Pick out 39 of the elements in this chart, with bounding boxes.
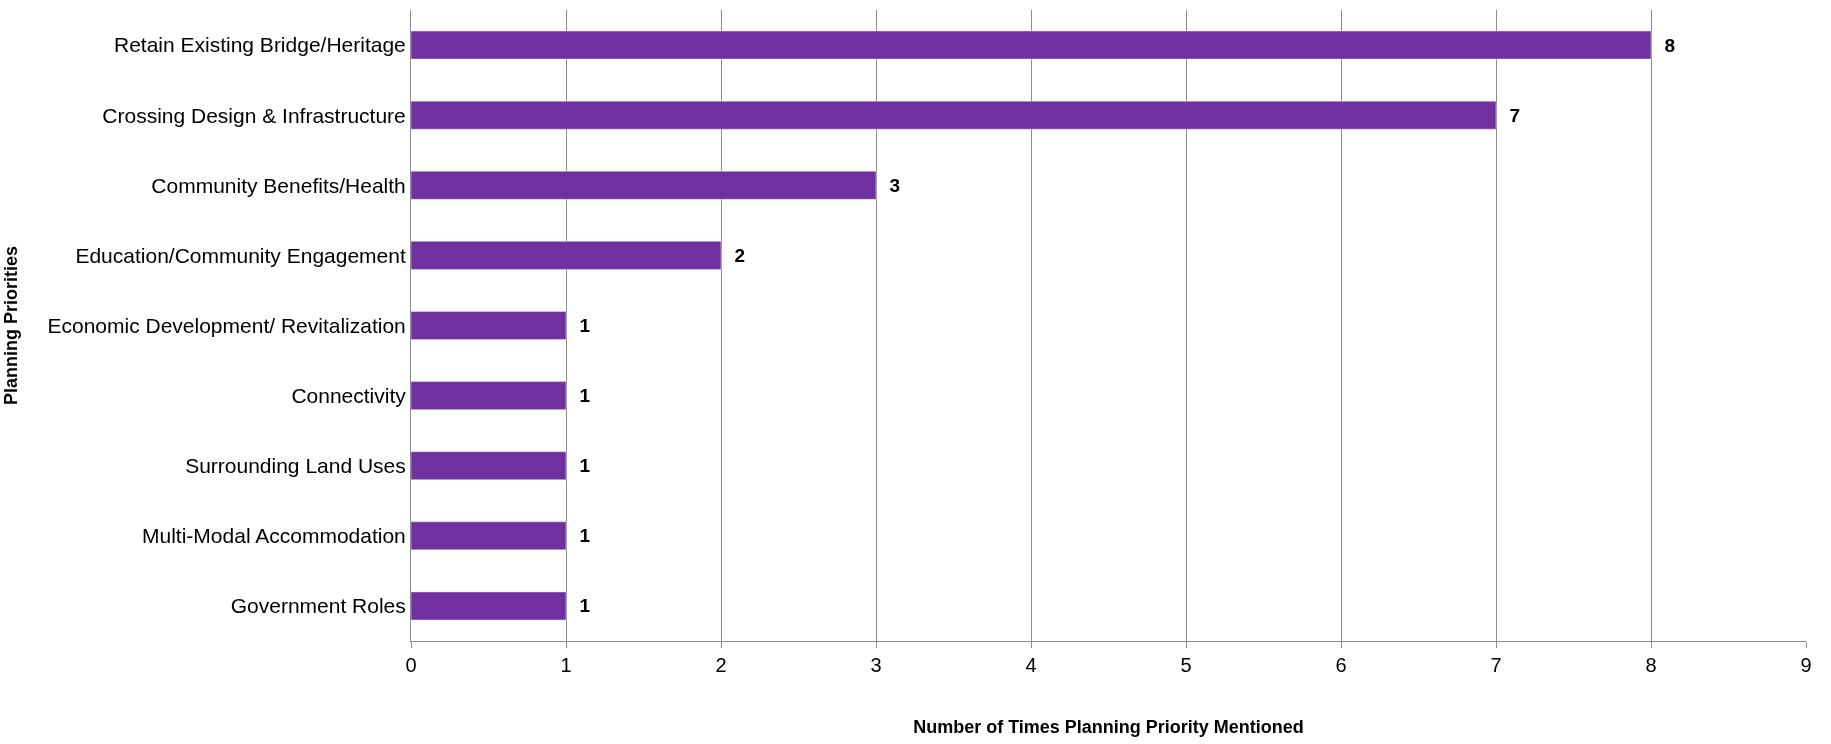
y-tick-label: Education/Community Engagement — [75, 243, 406, 267]
x-tick-label: 9 — [1800, 654, 1812, 676]
y-tick-label: Connectivity — [291, 383, 407, 407]
x-tick-label: 0 — [405, 654, 417, 676]
bar — [411, 311, 567, 340]
y-tick-label: Government Roles — [230, 594, 406, 618]
y-tick-label: Crossing Design & Infrastructure — [102, 103, 406, 127]
x-tick-label: 6 — [1335, 654, 1347, 676]
y-tick-label: Multi-Modal Accommodation — [142, 524, 406, 548]
x-tick-label: 7 — [1490, 654, 1502, 676]
y-tick-label: Retain Existing Bridge/Heritage — [113, 33, 406, 57]
bar — [411, 381, 567, 410]
x-axis-title: Number of Times Planning Priority Mentioned — [913, 717, 1304, 738]
data-label: 1 — [569, 525, 591, 547]
bar — [411, 241, 722, 270]
bar — [411, 591, 567, 621]
bar — [411, 30, 1652, 60]
x-tick-label: 1 — [560, 654, 572, 676]
data-label: 7 — [1499, 104, 1521, 126]
data-label: 2 — [724, 244, 746, 266]
data-label: 1 — [569, 385, 591, 407]
bar — [411, 100, 1497, 130]
x-tick-label: 5 — [1180, 654, 1192, 676]
x-tick-label: 8 — [1645, 654, 1657, 676]
bar — [411, 451, 567, 480]
data-label: 8 — [1654, 34, 1676, 56]
data-label: 3 — [879, 174, 901, 196]
x-tick-label: 3 — [870, 654, 882, 676]
data-label: 1 — [569, 595, 591, 617]
y-axis-title: Planning Priorities — [0, 245, 21, 406]
y-tick-label: Economic Development/ Revitalization — [47, 313, 406, 337]
y-tick-label: Community Benefits/Health — [151, 173, 406, 197]
data-label: 1 — [569, 315, 591, 336]
bar — [411, 521, 567, 551]
x-tick-label: 2 — [715, 654, 727, 676]
y-tick-label: Surrounding Land Uses — [185, 454, 406, 478]
data-label: 1 — [569, 455, 591, 477]
bar — [411, 171, 877, 200]
x-tick-label: 4 — [1025, 654, 1037, 676]
